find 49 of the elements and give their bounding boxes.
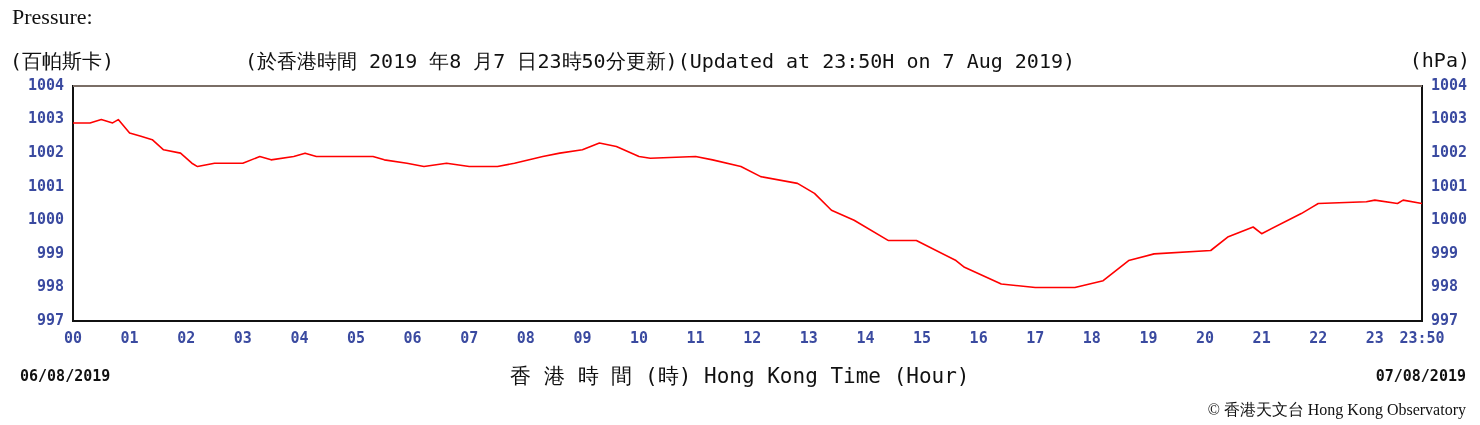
y-tick-label: 1000 [27, 210, 64, 229]
x-tick-label: 08 [516, 328, 535, 347]
y-tick-label: 1004 [27, 75, 64, 94]
text: © 香港天文台 Hong Kong Observatory [1207, 400, 1466, 421]
x-tick-label: 18 [1082, 328, 1101, 347]
x-tick-label: 03 [233, 328, 252, 347]
x-axis-title: 香 港 時 間 (時) Hong Kong Time (Hour) [510, 364, 970, 388]
y2-tick-label: 1004 [1431, 75, 1468, 94]
y2-tick-label: 997 [1431, 310, 1459, 329]
x-tick-label: 09 [573, 328, 592, 347]
x-tick-label: 07 [460, 328, 479, 347]
x-tick-label: 23:50 [1399, 328, 1445, 347]
x-tick-label: 12 [743, 328, 762, 347]
x-tick-label: 06 [403, 328, 422, 347]
x-tick-label: 13 [799, 328, 818, 347]
y2-tick-label: 1003 [1431, 109, 1468, 128]
x-tick-label: 15 [913, 328, 932, 347]
x-tick-label: 05 [346, 328, 366, 347]
x-tick-label: 14 [856, 328, 875, 347]
y2-tick-label: 1001 [1431, 176, 1468, 195]
x-tick-label: 21 [1252, 328, 1271, 347]
text: 07/08/2019 [1375, 367, 1466, 385]
y2-tick-label: 999 [1431, 243, 1459, 262]
chart-subtitle: (於香港時間 2019 年8 月7 日23時50分更新)(Updated at 23:50H on 7 Aug 2019) [245, 48, 1076, 75]
x-tick-label: 19 [1139, 328, 1158, 347]
y-tick-label: 1001 [27, 176, 64, 195]
x-tick-label: 01 [120, 328, 139, 347]
x-tick-label: 20 [1196, 328, 1215, 347]
chart-title: Pressure: [12, 4, 93, 30]
x-tick-label: 04 [290, 328, 309, 347]
y-axis-title: (百帕斯卡) [10, 48, 115, 75]
y-tick-label: 998 [36, 277, 64, 296]
y2-axis-title: (hPa) [1409, 48, 1470, 72]
y2-tick-label: 1000 [1431, 210, 1468, 229]
x-tick-label: 00 [63, 328, 83, 347]
text: 06/08/2019 [20, 367, 111, 385]
x-tick-label: 23 [1365, 328, 1384, 347]
y-tick-label: 1002 [27, 143, 64, 162]
y-tick-label: 1003 [27, 109, 64, 128]
x-tick-label: 10 [629, 328, 649, 347]
x-tick-label: 22 [1309, 328, 1328, 347]
y2-tick-label: 1002 [1431, 143, 1468, 162]
y2-tick-label: 998 [1431, 277, 1459, 296]
x-tick-label: 16 [969, 328, 988, 347]
y-tick-label: 997 [36, 310, 64, 329]
x-tick-label: 11 [686, 328, 705, 347]
x-tick-label: 17 [1026, 328, 1045, 347]
x-tick-label: 02 [177, 328, 196, 347]
y-tick-label: 999 [36, 243, 64, 262]
